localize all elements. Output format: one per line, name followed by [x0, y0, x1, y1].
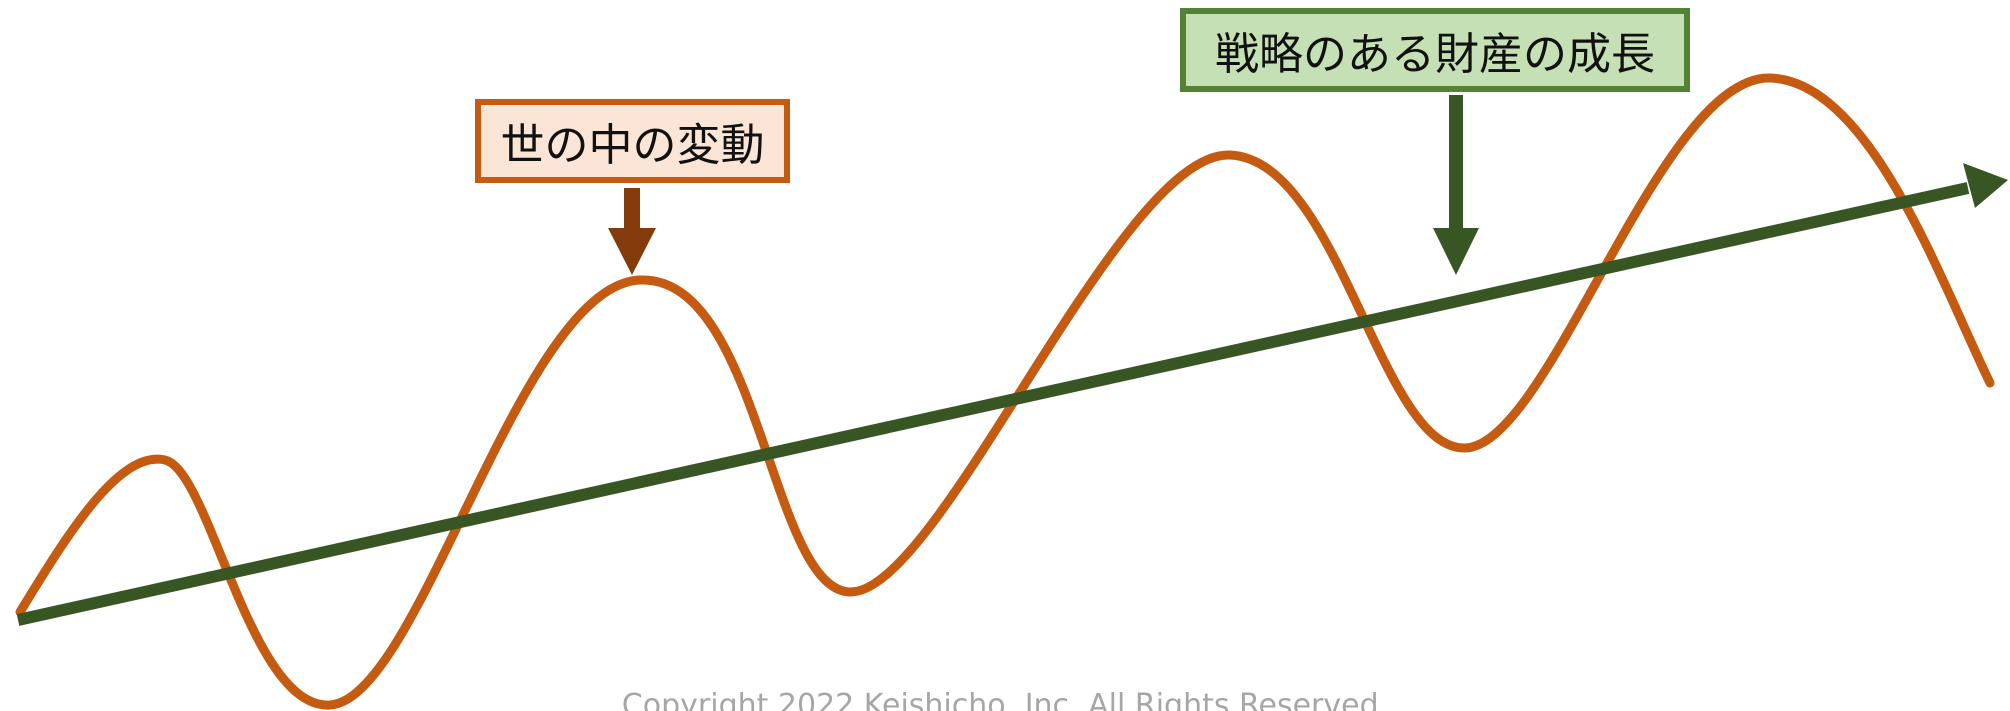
volatility-label-text: 世の中の変動 — [500, 120, 765, 171]
volatility-label-box: 世の中の変動 — [475, 99, 790, 183]
growth-trend-line — [16, 182, 1970, 626]
growth-label-box: 戦略のある財産の成長 — [1180, 8, 1690, 92]
copyright-notice: Copyright 2022 Keishicho, Inc. All Right… — [621, 688, 1389, 711]
growth-arrow-head — [1433, 228, 1479, 275]
growth-label-text: 戦略のある財産の成長 — [1215, 29, 1655, 80]
growth-trend-arrowhead — [1963, 163, 2008, 208]
fluctuation-wave — [15, 73, 1995, 710]
volatility-arrow-shaft — [624, 188, 640, 230]
growth-arrow-shaft — [1449, 95, 1463, 230]
volatility-arrow-head — [608, 228, 656, 275]
